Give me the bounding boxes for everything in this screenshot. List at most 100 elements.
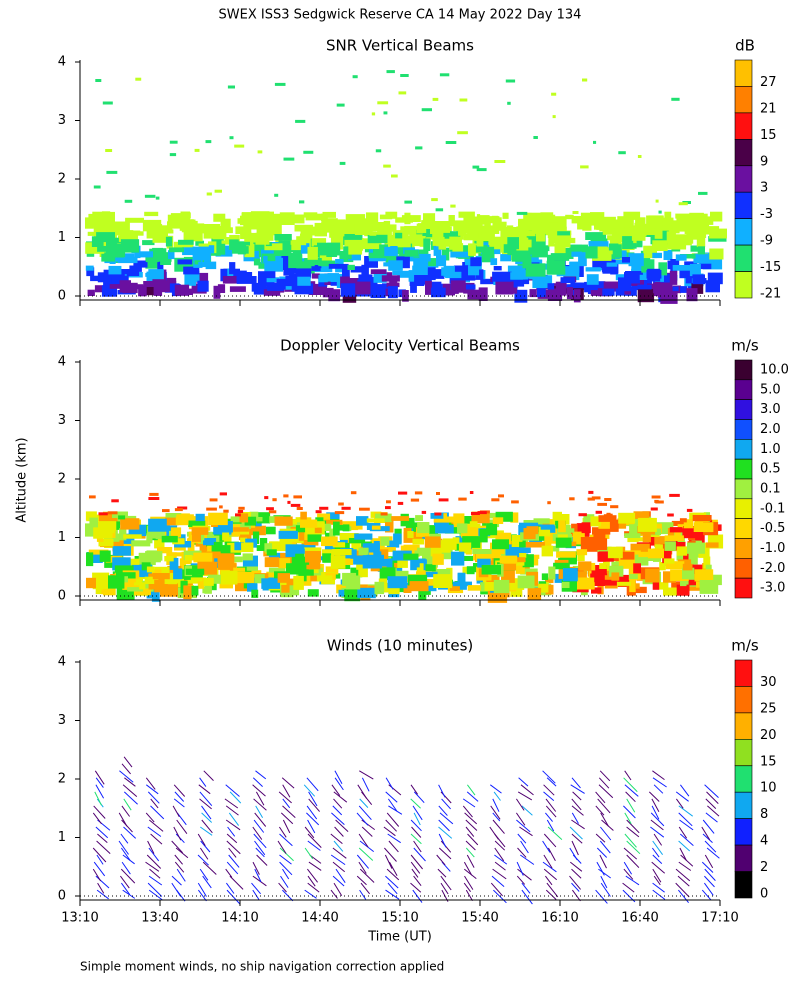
- field-patch: [170, 527, 182, 538]
- field-patch: [519, 522, 539, 530]
- field-patch: [387, 286, 398, 299]
- field-patch: [321, 213, 328, 222]
- field-patch: [559, 528, 575, 533]
- wind-barb: [547, 847, 556, 862]
- field-patch: [295, 119, 306, 123]
- field-patch: [336, 103, 345, 107]
- field-patch: [573, 289, 581, 303]
- wind-barb: [97, 833, 108, 843]
- wind-barb: [176, 868, 186, 882]
- field-patch: [234, 556, 243, 563]
- field-patch: [468, 243, 476, 256]
- field-patch: [387, 556, 401, 569]
- field-patch: [195, 513, 205, 522]
- wind-barb: [543, 791, 555, 801]
- field-patch: [295, 525, 315, 533]
- field-patch: [494, 160, 506, 163]
- wind-barb: [515, 798, 525, 811]
- wind-barb: [652, 882, 665, 893]
- field-patch: [654, 536, 674, 547]
- field-patch: [690, 213, 708, 221]
- field-patch: [332, 549, 352, 556]
- wind-barb: [571, 833, 583, 844]
- colorbar-label: 10: [760, 781, 777, 796]
- wind-barb: [228, 854, 240, 868]
- field-patch: [133, 260, 148, 268]
- wind-barb: [494, 861, 506, 871]
- field-patch: [213, 535, 220, 545]
- field-patch: [510, 585, 523, 597]
- field-patch: [590, 290, 603, 296]
- wind-barb: [225, 819, 241, 831]
- field-patch: [390, 246, 398, 253]
- field-patch: [358, 274, 373, 286]
- field-patch: [123, 534, 142, 539]
- wind-barb: [307, 875, 316, 887]
- field-patch: [165, 517, 179, 526]
- field-patch: [322, 211, 336, 218]
- wind-barb: [303, 784, 316, 797]
- field-patch: [106, 170, 118, 174]
- colorbar-swatch: [734, 538, 753, 559]
- field-patch: [419, 253, 431, 262]
- field-patch: [458, 225, 467, 236]
- wind-barb: [413, 875, 422, 887]
- field-patch: [281, 585, 290, 593]
- wind-barb: [282, 798, 291, 809]
- wind-barb: [705, 798, 717, 809]
- wind-barb: [201, 805, 212, 820]
- field-patch: [264, 496, 269, 500]
- wind-barb: [515, 812, 526, 826]
- field-patch: [479, 215, 490, 223]
- y-tick-label: 2: [58, 472, 66, 487]
- field-patch: [582, 224, 592, 231]
- field-patch: [696, 234, 706, 248]
- field-patch: [340, 276, 350, 288]
- field-patch: [585, 267, 601, 272]
- x-tick-label: 14:10: [221, 911, 258, 926]
- field-patch: [479, 528, 488, 543]
- field-patch: [233, 567, 246, 572]
- wind-barb: [569, 826, 583, 840]
- wind-barb: [600, 826, 612, 841]
- wind-barb: [282, 868, 290, 880]
- colorbar-swatch: [734, 871, 753, 899]
- field-patch: [431, 569, 451, 575]
- colorbar-label: -1.0: [760, 541, 785, 556]
- field-patch: [397, 270, 415, 278]
- wind-barb: [626, 840, 641, 855]
- field-patch: [114, 565, 134, 573]
- x-tick-label: 17:10: [701, 911, 738, 926]
- field-patch: [602, 288, 615, 296]
- field-patch: [97, 521, 117, 531]
- field-patch: [372, 222, 385, 227]
- field-patch: [655, 222, 666, 234]
- field-patch: [237, 510, 244, 513]
- wind-barb: [228, 847, 237, 858]
- field-patch: [303, 150, 314, 154]
- field-patch: [354, 223, 373, 235]
- wind-barb: [571, 882, 580, 892]
- wind-barb: [225, 868, 233, 878]
- wind-barb: [626, 819, 640, 834]
- colorbar-label: 25: [760, 701, 777, 716]
- field-patch: [627, 534, 639, 543]
- field-patch: [296, 507, 303, 510]
- wind-barb: [492, 812, 501, 822]
- wind-barb: [677, 875, 690, 887]
- field-patch: [339, 533, 359, 540]
- field-patch: [580, 537, 601, 550]
- wind-barb: [702, 819, 715, 834]
- field-patch: [220, 570, 238, 585]
- field-patch: [608, 519, 619, 532]
- wind-barb: [252, 889, 260, 900]
- field-patch: [627, 586, 647, 594]
- wind-barb: [149, 868, 161, 879]
- field-patch: [236, 276, 257, 284]
- field-patch: [393, 561, 403, 576]
- field-patch: [676, 546, 688, 556]
- field-patch: [670, 569, 689, 581]
- field-patch: [93, 527, 113, 539]
- field-patch: [395, 232, 403, 242]
- field-patch: [311, 238, 327, 247]
